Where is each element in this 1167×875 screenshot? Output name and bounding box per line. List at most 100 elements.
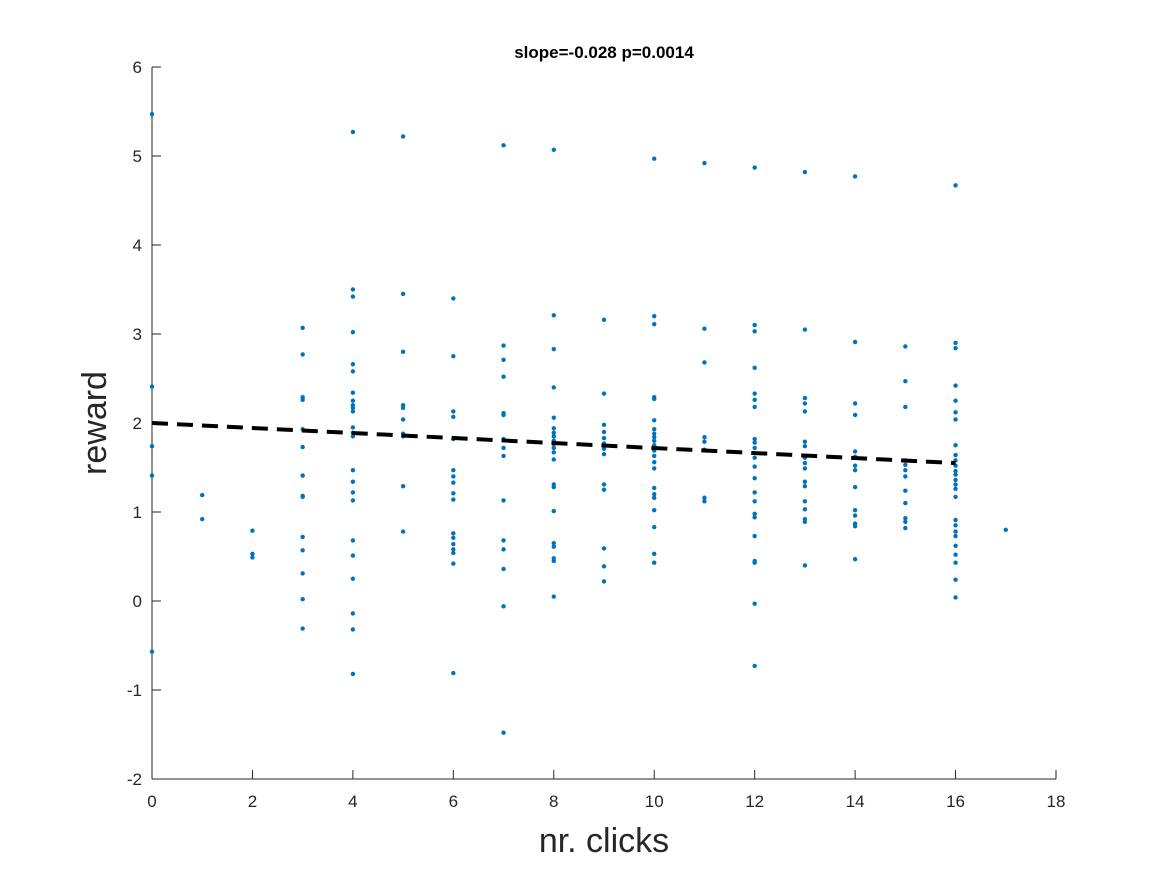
data-point (903, 516, 908, 521)
data-point (551, 594, 556, 599)
data-point (149, 473, 155, 478)
data-point (752, 601, 757, 606)
y-axis-label: reward (76, 371, 114, 475)
data-point (451, 561, 456, 566)
data-point (852, 524, 858, 529)
data-point (652, 418, 657, 423)
chart-title: slope=-0.028 p=0.0014 (514, 43, 694, 62)
data-point (250, 551, 255, 557)
x-tick-label: 10 (645, 792, 664, 811)
data-point (601, 391, 607, 396)
data-point (652, 524, 657, 530)
data-point (551, 508, 556, 514)
data-point (451, 670, 456, 676)
data-point (451, 480, 456, 485)
data-point (752, 663, 757, 669)
data-point (501, 498, 506, 503)
data-point (601, 564, 607, 569)
data-point (501, 538, 506, 543)
x-tick-label: 18 (1047, 792, 1066, 811)
data-point (953, 517, 958, 523)
data-point (953, 529, 958, 534)
x-tick-label: 4 (348, 792, 357, 811)
data-point (501, 604, 506, 609)
data-point (953, 595, 958, 600)
data-point (652, 495, 657, 500)
data-point (652, 508, 657, 513)
data-point (903, 519, 908, 524)
data-point (903, 467, 908, 473)
data-point (903, 525, 908, 531)
data-point (451, 296, 456, 301)
data-point (702, 160, 707, 166)
data-point (752, 397, 757, 403)
y-tick-label: -1 (127, 681, 142, 700)
data-point (300, 325, 305, 330)
data-point (350, 287, 356, 292)
data-point (852, 174, 858, 179)
data-point (350, 538, 356, 543)
data-point (702, 326, 707, 331)
data-point (802, 169, 808, 175)
data-point (953, 398, 958, 403)
data-point (802, 409, 808, 414)
data-point (752, 365, 757, 371)
data-point (551, 313, 556, 318)
data-point (601, 446, 607, 452)
data-point (601, 422, 607, 427)
data-point (300, 597, 305, 602)
data-point (149, 649, 155, 654)
data-point (400, 483, 406, 489)
data-point (350, 405, 356, 411)
data-point (953, 340, 958, 346)
data-point (400, 529, 406, 534)
data-point (752, 440, 757, 445)
data-point (652, 485, 657, 491)
data-point (350, 671, 356, 677)
data-point (601, 317, 607, 322)
data-point (501, 357, 506, 363)
data-point (551, 540, 556, 546)
data-point (551, 450, 556, 455)
y-tick-label: -2 (127, 770, 142, 789)
data-point (601, 429, 607, 435)
data-point (350, 362, 356, 367)
x-tick-label: 8 (549, 792, 558, 811)
data-point (300, 548, 305, 553)
data-point (350, 479, 356, 484)
data-point (953, 346, 958, 351)
data-point (752, 445, 757, 451)
data-point (551, 445, 556, 451)
data-point (551, 457, 556, 462)
data-point (451, 414, 456, 419)
data-point (451, 354, 456, 359)
data-point (300, 473, 305, 478)
data-point (250, 528, 255, 533)
data-point (300, 571, 305, 576)
data-point (400, 134, 406, 139)
data-point (350, 425, 356, 430)
data-point (702, 360, 707, 365)
data-point (350, 294, 356, 299)
data-point (652, 156, 657, 161)
data-point (1003, 527, 1008, 532)
data-point (903, 404, 908, 410)
data-point (802, 507, 808, 512)
data-point (852, 467, 858, 473)
data-point (652, 466, 657, 471)
data-point (953, 443, 958, 448)
data-point (802, 499, 808, 504)
data-point (802, 439, 808, 444)
data-point (149, 384, 155, 389)
data-point (702, 435, 707, 440)
data-point (852, 412, 858, 418)
data-point (752, 165, 757, 170)
data-point (852, 463, 858, 468)
data-point (300, 444, 305, 450)
data-point (652, 438, 657, 443)
data-point (551, 346, 556, 352)
data-point (903, 500, 908, 506)
y-tick-label: 1 (133, 503, 142, 522)
data-point (752, 404, 757, 410)
data-point (953, 543, 958, 549)
